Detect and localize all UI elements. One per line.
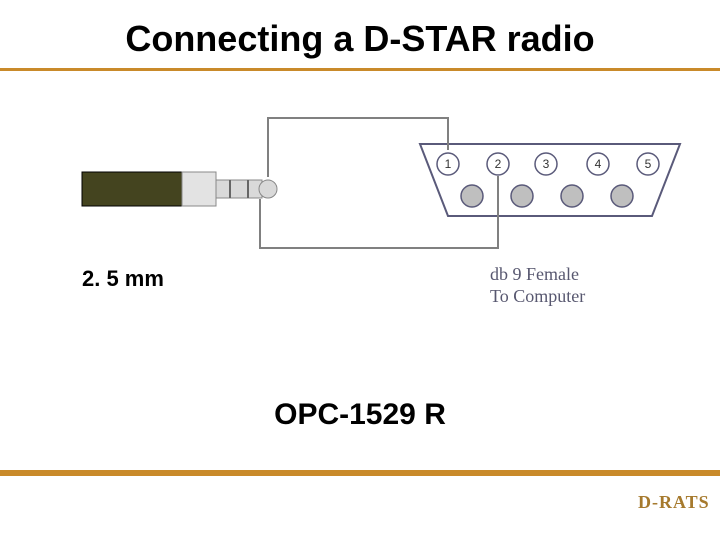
footer-rule <box>0 470 720 476</box>
jack-body <box>182 172 216 206</box>
db9-pin-label-4: 4 <box>595 157 602 171</box>
db9-label-line1: db 9 Female <box>490 264 579 285</box>
jack-tip <box>259 180 277 198</box>
jack-size-label: 2. 5 mm <box>82 266 164 292</box>
jack-cable <box>82 172 182 206</box>
db9-pin-label-2: 2 <box>495 157 502 171</box>
brand-logo-text: D-RATS <box>638 492 710 513</box>
part-number: OPC-1529 R <box>0 398 720 432</box>
db9-pin-9 <box>611 185 633 207</box>
db9-pin-label-3: 3 <box>543 157 550 171</box>
db9-pin-label-5: 5 <box>645 157 652 171</box>
db9-label-line2: To Computer <box>490 286 585 307</box>
jack-shaft <box>216 180 262 198</box>
db9-pin-label-1: 1 <box>445 157 452 171</box>
db9-pin-8 <box>561 185 583 207</box>
db9-pin-6 <box>461 185 483 207</box>
db9-pin-7 <box>511 185 533 207</box>
